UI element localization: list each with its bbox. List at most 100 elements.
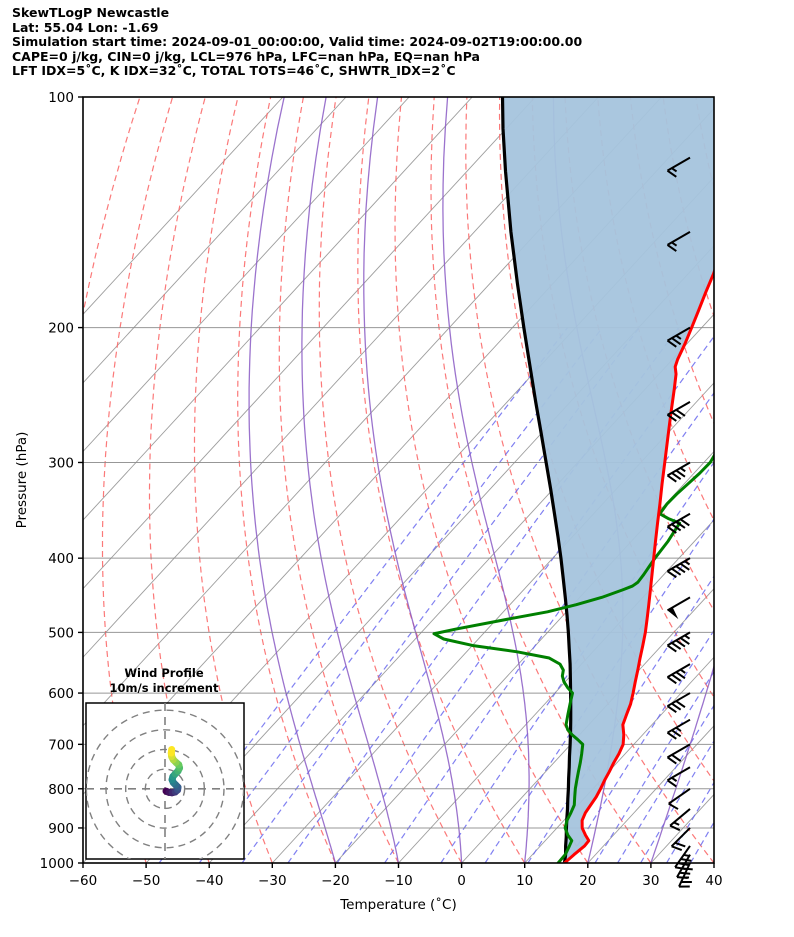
barb-feather xyxy=(671,673,682,682)
header-indices-lift: LFT IDX=5˚C, K IDX=32˚C, TOTAL TOTS=46˚C… xyxy=(12,63,456,79)
header-location: Lat: 55.04 Lon: -1.69 xyxy=(12,19,159,35)
wind-barb xyxy=(666,156,691,178)
wind-barb xyxy=(666,461,691,483)
barb-feather xyxy=(666,169,677,178)
barb-feather xyxy=(671,776,678,782)
header-title: SkewTLogP Newcastle xyxy=(12,5,170,20)
mixing-ratio-line xyxy=(594,670,714,863)
barb-feather xyxy=(671,845,683,851)
wind-barb xyxy=(666,557,691,579)
isotherm xyxy=(587,725,714,863)
series-temperature-line xyxy=(562,267,714,863)
barb-shaft xyxy=(666,231,691,246)
barb-feather xyxy=(675,726,682,732)
x-tick-label: −20 xyxy=(321,873,350,889)
barb-feather xyxy=(679,871,691,875)
barb-feather xyxy=(671,472,682,480)
barb-feather xyxy=(675,700,686,709)
figure-header: SkewTLogP Newcastle Lat: 55.04 Lon: -1.6… xyxy=(12,5,782,79)
barb-shaft xyxy=(666,631,691,647)
barb-feather xyxy=(666,644,677,653)
barb-shaft xyxy=(670,827,691,848)
barb-feather xyxy=(668,802,679,810)
barb-feather xyxy=(676,876,688,880)
barb-shaft xyxy=(666,326,691,342)
barb-feather xyxy=(675,565,686,574)
barb-shaft xyxy=(666,743,691,759)
x-tick-label: −40 xyxy=(195,873,224,889)
barb-feather xyxy=(669,824,681,832)
barb-feather xyxy=(679,668,686,674)
barb-feather xyxy=(671,337,682,346)
wind-barb xyxy=(678,862,692,888)
y-tick-label: 100 xyxy=(48,90,74,106)
barb-shaft xyxy=(666,596,691,612)
data-series xyxy=(432,97,714,863)
barb-feather xyxy=(666,525,677,534)
y-axis-title: Pressure (hPa) xyxy=(14,432,30,529)
barb-feather xyxy=(666,676,677,685)
y-tick-label: 1000 xyxy=(40,856,74,872)
y-tick-label: 200 xyxy=(48,321,74,337)
barb-feather xyxy=(666,414,677,422)
barb-shaft xyxy=(666,663,691,678)
wind-barb xyxy=(666,512,691,534)
barb-feather xyxy=(675,469,686,478)
isotherm xyxy=(713,862,714,863)
wind-barbs xyxy=(666,156,693,888)
x-tick-label: −10 xyxy=(384,873,413,889)
x-axis-title: Temperature (˚C) xyxy=(339,896,457,913)
y-tick-label: 700 xyxy=(48,737,74,753)
moist-adiabat xyxy=(650,664,714,863)
wind-barb xyxy=(676,854,693,880)
barb-shaft xyxy=(666,692,691,707)
barb-feather xyxy=(675,409,686,417)
moist-adiabat xyxy=(713,861,714,863)
barb-feather xyxy=(666,474,677,483)
barb-feather xyxy=(679,562,690,571)
barb-feather xyxy=(671,567,682,576)
barb-feather xyxy=(675,334,682,340)
barb-pennant xyxy=(667,607,679,620)
barb-feather xyxy=(675,639,686,648)
barb-feather xyxy=(671,642,682,650)
dry-adiabat xyxy=(357,97,526,863)
mixing-ratio-line xyxy=(617,704,714,863)
dry-adiabat xyxy=(278,97,400,863)
wind-barb xyxy=(666,631,691,653)
barb-feather xyxy=(666,779,677,788)
wind-barb xyxy=(670,827,691,851)
isotherm xyxy=(83,97,599,658)
series-dewpoint-line xyxy=(432,452,714,863)
y-tick-label: 300 xyxy=(48,455,74,471)
isotherm xyxy=(83,97,410,453)
y-tick-label: 900 xyxy=(48,821,74,837)
wind-barb xyxy=(666,692,691,714)
wind-barb xyxy=(666,326,691,348)
barb-shaft xyxy=(678,862,691,887)
moist-adiabat xyxy=(301,97,400,863)
x-tick-label: −30 xyxy=(258,873,287,889)
barb-feather xyxy=(671,729,682,738)
barb-feather xyxy=(674,841,686,848)
barb-feather xyxy=(666,244,677,252)
plot-axes: −60 −50 −40 −30 −20 −10 0 10 20 30 40 100 200 300 400 5… xyxy=(14,90,723,913)
barb-shaft xyxy=(666,557,691,573)
barb-feather xyxy=(671,411,682,420)
barb-feather xyxy=(671,702,682,711)
dry-adiabat xyxy=(465,97,714,863)
x-tick-label: −50 xyxy=(132,873,161,889)
y-tick-label: 500 xyxy=(48,625,74,641)
header-times: Simulation start time: 2024-09-01_00:00:… xyxy=(12,34,583,50)
barb-feather xyxy=(666,570,677,579)
barb-shaft xyxy=(676,854,691,878)
barb-feather xyxy=(666,339,677,348)
inset-grid xyxy=(86,703,244,859)
barb-feather xyxy=(666,731,677,740)
barb-feather xyxy=(673,821,680,826)
barb-feather xyxy=(666,705,677,714)
moist-adiabat xyxy=(248,97,337,863)
x-tick-label: 0 xyxy=(457,873,466,889)
